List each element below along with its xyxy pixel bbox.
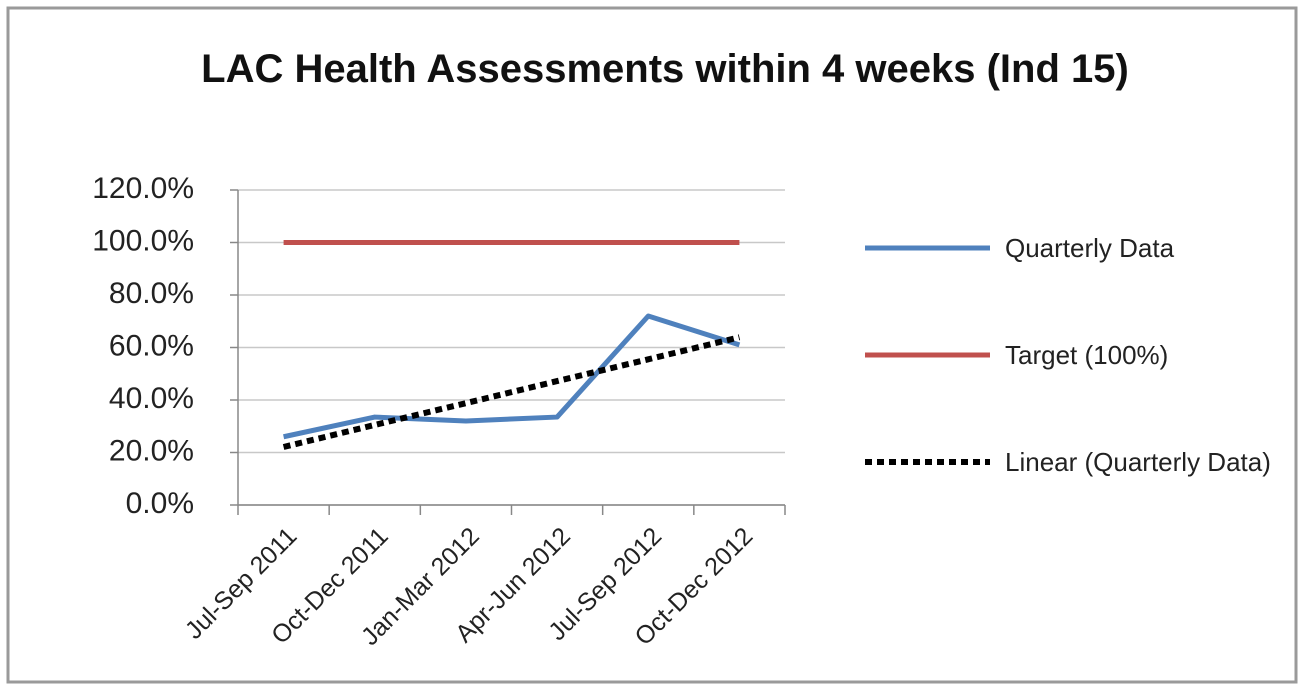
- series-line: [282, 334, 741, 450]
- y-tick-label: 40.0%: [109, 382, 194, 415]
- legend-label: Quarterly Data: [1005, 233, 1175, 263]
- series-line: [283, 313, 741, 440]
- y-tick-label: 60.0%: [109, 329, 194, 362]
- y-tick-label: 80.0%: [109, 277, 194, 310]
- y-tick-label: 100.0%: [92, 224, 194, 257]
- y-tick-label: 120.0%: [92, 172, 194, 205]
- chart-title: LAC Health Assessments within 4 weeks (I…: [201, 47, 1129, 91]
- chart-frame: [6, 6, 1298, 684]
- y-tick-label: 20.0%: [109, 434, 194, 467]
- legend-label: Target (100%): [1005, 340, 1169, 370]
- y-tick-label: 0.0%: [126, 487, 194, 520]
- legend-label: Linear (Quarterly Data): [1005, 447, 1271, 477]
